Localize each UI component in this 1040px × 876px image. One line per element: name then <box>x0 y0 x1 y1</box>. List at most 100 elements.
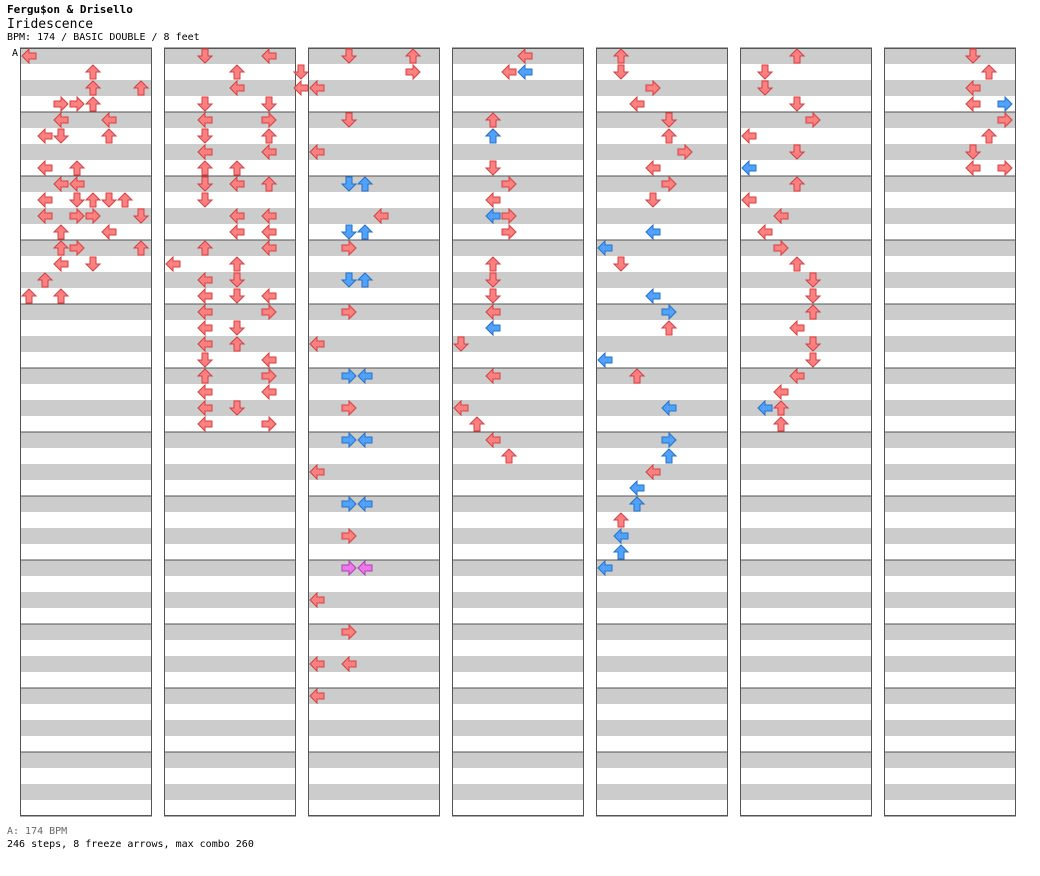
step-arrow <box>660 320 678 336</box>
step-arrow <box>20 288 38 304</box>
step-arrow <box>340 272 358 288</box>
step-arrow <box>804 336 822 352</box>
beat-stripe <box>452 464 584 480</box>
step-arrow <box>197 319 213 337</box>
beat-stripe <box>596 784 728 800</box>
beat-stripe <box>308 624 440 640</box>
step-arrow <box>85 207 101 225</box>
bpm-legend: A: 174 BPM <box>7 826 68 837</box>
chart-column <box>740 47 872 817</box>
beat-stripe <box>452 144 584 160</box>
step-arrow <box>645 223 661 241</box>
step-arrow <box>228 256 246 272</box>
step-arrow <box>628 368 646 384</box>
beat-stripe <box>308 720 440 736</box>
chart-footer: A: 174 BPM 246 steps, 8 freeze arrows, m… <box>7 825 254 851</box>
step-arrow <box>661 431 677 449</box>
beat-stripe <box>740 528 872 544</box>
step-arrow <box>261 303 277 321</box>
beat-stripe <box>308 464 440 480</box>
beat-stripe <box>452 496 584 512</box>
step-arrow <box>757 399 773 417</box>
beat-stripe <box>740 496 872 512</box>
beat-stripe <box>596 80 728 96</box>
step-arrow <box>101 111 117 129</box>
step-arrow <box>260 96 278 112</box>
beat-stripe <box>452 560 584 576</box>
beat-stripe <box>164 432 296 448</box>
step-arrow <box>261 415 277 433</box>
beat-stripe <box>452 432 584 448</box>
chart-column <box>596 47 728 817</box>
step-arrow <box>340 112 358 128</box>
step-arrow <box>197 415 213 433</box>
beat-stripe <box>308 688 440 704</box>
step-arrow <box>69 207 85 225</box>
step-arrow <box>21 47 37 65</box>
step-arrow <box>485 207 501 225</box>
step-arrow <box>197 303 213 321</box>
beat-stripe <box>308 784 440 800</box>
step-arrow <box>84 80 102 96</box>
step-arrow <box>261 143 277 161</box>
beat-stripe <box>884 144 1016 160</box>
beat-stripe <box>884 272 1016 288</box>
column-frame <box>740 48 872 816</box>
step-arrow <box>197 335 213 353</box>
step-arrow <box>309 591 325 609</box>
step-arrow <box>52 240 70 256</box>
step-arrow <box>804 288 822 304</box>
artist-name: Fergu$on & Drisello <box>7 3 133 16</box>
beat-stripe <box>164 752 296 768</box>
step-arrow <box>997 159 1013 177</box>
step-arrow <box>756 80 774 96</box>
step-arrow <box>309 655 325 673</box>
beat-stripe <box>452 272 584 288</box>
step-arrow <box>309 79 325 97</box>
step-arrow <box>773 239 789 257</box>
step-arrow <box>132 240 150 256</box>
step-arrow <box>645 159 661 177</box>
step-arrow <box>261 223 277 241</box>
step-arrow <box>660 448 678 464</box>
step-arrow <box>197 271 213 289</box>
beat-stripe <box>740 688 872 704</box>
step-arrow <box>341 623 357 641</box>
step-arrow <box>453 399 469 417</box>
beat-stripe <box>452 208 584 224</box>
beat-stripe <box>740 144 872 160</box>
step-arrow <box>484 272 502 288</box>
step-arrow <box>645 287 661 305</box>
step-arrow <box>196 352 214 368</box>
step-arrow <box>356 272 374 288</box>
chart-column <box>884 47 1016 817</box>
step-arrow <box>69 95 85 113</box>
step-arrow <box>309 687 325 705</box>
beat-stripe <box>20 368 152 384</box>
beat-stripe <box>308 368 440 384</box>
step-arrow <box>501 223 517 241</box>
step-arrow <box>404 48 422 64</box>
step-arrow <box>197 399 213 417</box>
beat-stripe <box>452 688 584 704</box>
step-arrow <box>197 143 213 161</box>
beat-stripe <box>884 688 1016 704</box>
bpm-marker: A <box>12 48 19 59</box>
beat-stripe <box>452 592 584 608</box>
beat-stripe <box>884 432 1016 448</box>
step-arrow <box>341 303 357 321</box>
step-arrow <box>261 47 277 65</box>
beat-stripe <box>20 464 152 480</box>
beat-stripe <box>308 496 440 512</box>
step-arrow <box>229 79 245 97</box>
beat-stripe <box>740 624 872 640</box>
step-arrow <box>997 111 1013 129</box>
step-arrow <box>341 495 357 513</box>
beat-stripe <box>20 592 152 608</box>
beat-stripe <box>596 624 728 640</box>
step-arrow <box>485 191 501 209</box>
step-arrow <box>37 207 53 225</box>
step-arrow <box>84 256 102 272</box>
step-arrow <box>196 48 214 64</box>
beat-stripe <box>740 176 872 192</box>
